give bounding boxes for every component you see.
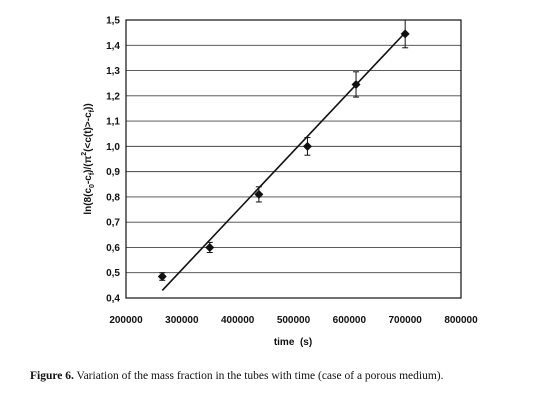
fit-line <box>161 32 406 291</box>
caption-label: Figure 6. <box>30 370 74 382</box>
fit-line-layer <box>161 32 406 291</box>
figure-caption: Figure 6. Variation of the mass fraction… <box>30 370 545 382</box>
data-point <box>351 79 361 89</box>
y-tick-label: 0,6 <box>106 243 120 254</box>
y-tick-label: 1,2 <box>106 91 120 102</box>
y-tick-label: 1,4 <box>106 41 120 52</box>
x-axis-title: time (s) <box>274 337 312 348</box>
y-tick-label: 0,8 <box>106 192 120 203</box>
y-tick-label: 0,4 <box>106 294 120 305</box>
y-tick-label: 1,5 <box>106 16 120 27</box>
x-tick-label: 200000 <box>109 315 143 326</box>
gridlines <box>126 44 461 274</box>
x-tick-label: 300000 <box>165 315 199 326</box>
y-tick-label: 1,1 <box>106 117 120 128</box>
data-point <box>157 272 167 282</box>
y-axis-title: ln(8(c0-cf)/(π2(<c(t)>-cf)) <box>81 103 96 214</box>
x-tick-label: 800000 <box>444 315 478 326</box>
y-tick-label: 1,3 <box>106 66 120 77</box>
data-point <box>302 141 312 151</box>
x-tick-label: 700000 <box>388 315 422 326</box>
y-axis-ticks: 0,4 0,5 0,6 0,7 0,8 0,9 1,0 1,1 1,2 1,3 1,4 1,5 <box>106 16 120 305</box>
data-point <box>254 189 264 199</box>
x-tick-label: 400000 <box>221 315 255 326</box>
y-tick-label: 0,9 <box>106 167 120 178</box>
x-tick-label: 600000 <box>333 315 367 326</box>
data-points <box>157 19 410 282</box>
x-axis-ticks: 200000 300000 400000 500000 600000 700000 8000… <box>109 315 478 326</box>
y-tick-label: 0,5 <box>106 268 120 279</box>
x-tick-label: 500000 <box>277 315 311 326</box>
plot-frame <box>125 19 462 299</box>
caption-text: Variation of the mass fraction in the tu… <box>76 370 444 382</box>
data-point <box>400 29 410 39</box>
y-tick-label: 1,0 <box>106 142 120 153</box>
data-point <box>205 242 215 252</box>
y-tick-label: 0,7 <box>106 218 120 229</box>
